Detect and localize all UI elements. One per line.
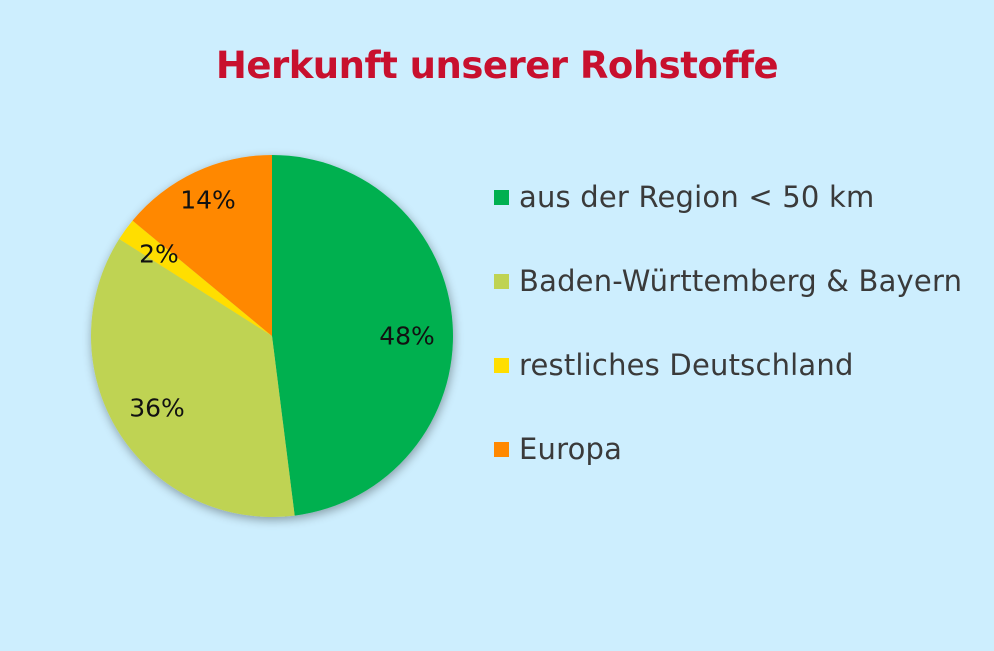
chart-title: Herkunft unserer Rohstoffe bbox=[215, 44, 779, 87]
pie-slices bbox=[90, 155, 453, 517]
legend-label: Europa bbox=[519, 432, 623, 466]
legend-swatch bbox=[494, 441, 509, 457]
legend-item-baden-w-rttemberg-bayern: Baden-Württemberg & Bayern bbox=[494, 256, 962, 306]
data-label-europa: 14% bbox=[180, 186, 236, 215]
pie-slice-restliches-deutschland bbox=[119, 220, 273, 336]
legend-item-europa: Europa bbox=[494, 424, 622, 474]
legend-item-restliches-deutschland: restliches Deutschland bbox=[494, 340, 854, 390]
legend-label: restliches Deutschland bbox=[519, 348, 854, 382]
pie-slice-baden-w-rttemberg-bayern bbox=[90, 239, 295, 517]
legend-swatch bbox=[494, 273, 509, 289]
legend-swatch bbox=[494, 189, 509, 205]
data-label-aus-der-region-50-km: 48% bbox=[379, 322, 435, 351]
legend-label: aus der Region < 50 km bbox=[519, 180, 875, 214]
pie-slice-aus-der-region-50-km bbox=[272, 155, 453, 516]
legend-swatch bbox=[494, 357, 509, 373]
legend-label: Baden-Württemberg & Bayern bbox=[519, 264, 963, 298]
pie-slice-europa bbox=[132, 155, 272, 336]
data-label-baden-w-rttemberg-bayern: 36% bbox=[129, 394, 185, 423]
pie-labels: 48% 36% 2%14% bbox=[129, 186, 435, 423]
data-label-restliches-deutschland: 2% bbox=[139, 240, 179, 269]
legend-item-aus-der-region-50-km: aus der Region < 50 km bbox=[494, 172, 874, 222]
